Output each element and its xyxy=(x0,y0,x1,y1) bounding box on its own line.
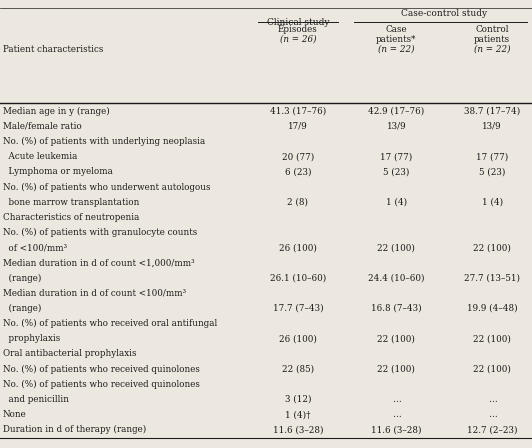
Text: 22 (100): 22 (100) xyxy=(377,243,415,252)
Text: 24.4 (10–60): 24.4 (10–60) xyxy=(368,273,425,283)
Text: Oral antibacterial prophylaxis: Oral antibacterial prophylaxis xyxy=(3,349,136,358)
Text: …: … xyxy=(392,395,401,404)
Text: No. (%) of patients who received quinolones: No. (%) of patients who received quinolo… xyxy=(3,365,200,374)
Text: 13/9: 13/9 xyxy=(387,122,406,131)
Text: 2 (8): 2 (8) xyxy=(287,198,309,207)
Text: 41.3 (17–76): 41.3 (17–76) xyxy=(270,107,326,116)
Text: 22 (100): 22 (100) xyxy=(473,334,511,343)
Text: 17.7 (7–43): 17.7 (7–43) xyxy=(272,304,323,313)
Text: Episodes: Episodes xyxy=(278,25,318,34)
Text: Case-control study: Case-control study xyxy=(401,9,487,18)
Text: 19.9 (4–48): 19.9 (4–48) xyxy=(467,304,518,313)
Text: 17 (77): 17 (77) xyxy=(476,152,508,161)
Text: 22 (100): 22 (100) xyxy=(377,365,415,374)
Text: Male/female ratio: Male/female ratio xyxy=(3,122,81,131)
Text: patients: patients xyxy=(474,35,510,44)
Text: (n = 22): (n = 22) xyxy=(378,45,414,54)
Text: Patient characteristics: Patient characteristics xyxy=(3,45,103,54)
Text: No. (%) of patients with underlying neoplasia: No. (%) of patients with underlying neop… xyxy=(3,137,205,146)
Text: 22 (100): 22 (100) xyxy=(377,334,415,343)
Text: 22 (100): 22 (100) xyxy=(473,243,511,252)
Text: 42.9 (17–76): 42.9 (17–76) xyxy=(368,107,425,116)
Text: No. (%) of patients who received quinolones: No. (%) of patients who received quinolo… xyxy=(3,380,200,389)
Text: 16.8 (7–43): 16.8 (7–43) xyxy=(371,304,422,313)
Text: 26 (100): 26 (100) xyxy=(279,243,317,252)
Text: 26.1 (10–60): 26.1 (10–60) xyxy=(270,273,326,283)
Text: 22 (100): 22 (100) xyxy=(473,365,511,374)
Text: 3 (12): 3 (12) xyxy=(285,395,311,404)
Text: No. (%) of patients with granulocyte counts: No. (%) of patients with granulocyte cou… xyxy=(3,228,197,237)
Text: 1 (4): 1 (4) xyxy=(481,198,503,207)
Text: 27.7 (13–51): 27.7 (13–51) xyxy=(464,273,520,283)
Text: Control: Control xyxy=(476,25,509,34)
Text: 5 (23): 5 (23) xyxy=(479,167,505,177)
Text: prophylaxis: prophylaxis xyxy=(3,334,60,343)
Text: 11.6 (3–28): 11.6 (3–28) xyxy=(371,425,421,434)
Text: (range): (range) xyxy=(3,273,41,283)
Text: Lymphoma or myeloma: Lymphoma or myeloma xyxy=(3,167,113,177)
Text: bone marrow transplantation: bone marrow transplantation xyxy=(3,198,139,207)
Text: 12.7 (2–23): 12.7 (2–23) xyxy=(467,425,517,434)
Text: 22 (85): 22 (85) xyxy=(282,365,314,374)
Text: Median duration in d of count <1,000/mm³: Median duration in d of count <1,000/mm³ xyxy=(3,258,194,267)
Text: No. (%) of patients who received oral antifungal: No. (%) of patients who received oral an… xyxy=(3,319,217,328)
Text: 11.6 (3–28): 11.6 (3–28) xyxy=(273,425,323,434)
Text: Case: Case xyxy=(386,25,407,34)
Text: None: None xyxy=(3,410,27,419)
Text: 1 (4): 1 (4) xyxy=(386,198,407,207)
Text: and penicillin: and penicillin xyxy=(3,395,69,404)
Text: 26 (100): 26 (100) xyxy=(279,334,317,343)
Text: Duration in d of therapy (range): Duration in d of therapy (range) xyxy=(3,425,146,435)
Text: No. (%) of patients who underwent autologous: No. (%) of patients who underwent autolo… xyxy=(3,182,210,192)
Text: 38.7 (17–74): 38.7 (17–74) xyxy=(464,107,520,116)
Text: Characteristics of neutropenia: Characteristics of neutropenia xyxy=(3,213,139,222)
Text: patients*: patients* xyxy=(376,35,417,44)
Text: 1 (4)†: 1 (4)† xyxy=(285,410,311,419)
Text: (n = 22): (n = 22) xyxy=(474,45,510,54)
Text: Median age in y (range): Median age in y (range) xyxy=(3,107,110,116)
Text: …: … xyxy=(392,410,401,419)
Text: (n = 26): (n = 26) xyxy=(280,35,316,44)
Text: Acute leukemia: Acute leukemia xyxy=(3,152,77,161)
Text: 6 (23): 6 (23) xyxy=(285,167,311,177)
Text: 20 (77): 20 (77) xyxy=(282,152,314,161)
Text: 17/9: 17/9 xyxy=(288,122,308,131)
Text: 5 (23): 5 (23) xyxy=(383,167,410,177)
Text: Clinical study: Clinical study xyxy=(267,18,329,27)
Text: 13/9: 13/9 xyxy=(483,122,502,131)
Text: …: … xyxy=(488,410,496,419)
Text: (range): (range) xyxy=(3,304,41,313)
Text: of <100/mm³: of <100/mm³ xyxy=(3,243,67,252)
Text: 17 (77): 17 (77) xyxy=(380,152,412,161)
Text: …: … xyxy=(488,395,496,404)
Text: Median duration in d of count <100/mm³: Median duration in d of count <100/mm³ xyxy=(3,289,186,297)
